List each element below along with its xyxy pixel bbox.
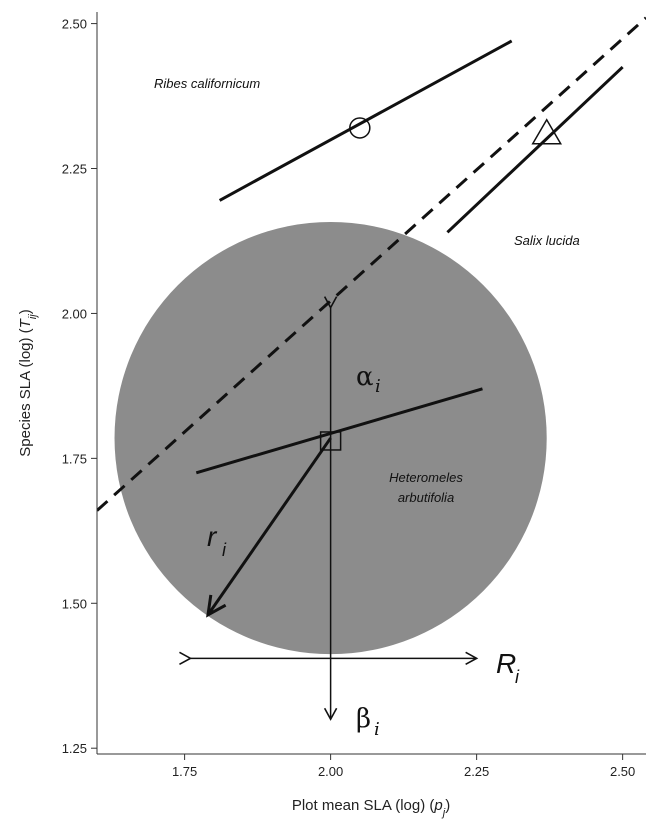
x-tick-label: 2.00 <box>318 764 343 779</box>
x-tick-label: 1.75 <box>172 764 197 779</box>
x-tick-label: 2.25 <box>464 764 489 779</box>
label-alpha: α <box>356 362 374 392</box>
x-tick-label: 2.50 <box>610 764 635 779</box>
point-triangle-marker <box>531 118 563 145</box>
plot-area <box>97 16 646 721</box>
label-ribes-californicum: Ribes californicum <box>154 76 260 91</box>
label-beta: β <box>356 704 371 734</box>
label-salix-lucida: Salix lucida <box>514 233 580 248</box>
label-r: r <box>207 521 218 552</box>
y-tick-label: 2.50 <box>62 17 87 32</box>
label-arbutifolia: arbutifolia <box>398 490 454 505</box>
y-axis-title: Species SLA (log) (Tij) <box>17 309 39 456</box>
series-line-1-1-line <box>97 16 646 512</box>
labels: Plot mean SLA (log) (pj) Species SLA (log… <box>17 76 580 819</box>
series-line-heteromeles-arbutifolia <box>195 387 483 475</box>
label-R: R <box>496 648 516 679</box>
label-heteromeles: Heteromeles <box>389 470 463 485</box>
y-tick-label: 1.25 <box>62 741 87 756</box>
label-alpha-sub: i <box>375 376 381 397</box>
x-axis-title: Plot mean SLA (log) (pj) <box>292 797 450 819</box>
y-tick-label: 1.50 <box>62 596 87 611</box>
label-beta-sub: i <box>374 719 380 740</box>
y-tick-label: 1.75 <box>62 451 87 466</box>
label-r-sub: i <box>222 540 227 560</box>
point-circle-marker <box>349 117 371 139</box>
axes: 1.75 2.00 2.25 2.50 1.25 1.50 1.75 2.00 2.25 2.50 <box>62 12 646 779</box>
radius-arrow <box>208 437 332 615</box>
label-R-sub: i <box>515 667 520 687</box>
series-line-salix-lucida <box>446 65 624 234</box>
y-tick-label: 2.00 <box>62 306 87 321</box>
point-square-marker <box>319 431 342 451</box>
y-tick-label: 2.25 <box>62 162 87 177</box>
